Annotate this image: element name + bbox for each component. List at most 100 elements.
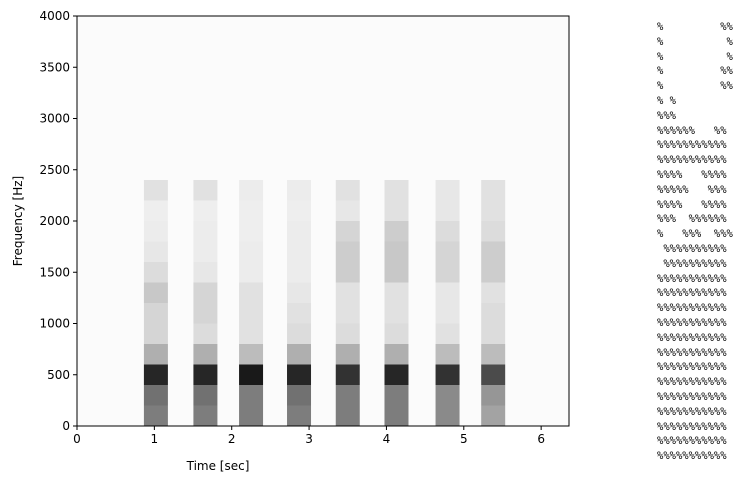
heat-cell bbox=[435, 221, 460, 242]
heat-cell bbox=[143, 323, 168, 344]
x-tick-label: 1 bbox=[151, 432, 159, 446]
heat-cell bbox=[287, 221, 312, 242]
heat-cell bbox=[481, 344, 506, 365]
heat-cell bbox=[481, 282, 506, 303]
heat-cell bbox=[481, 180, 506, 201]
x-tick-label: 0 bbox=[73, 432, 81, 446]
heat-cell bbox=[239, 323, 264, 344]
y-tick-label: 2000 bbox=[39, 214, 70, 228]
heat-cell bbox=[143, 303, 168, 324]
heat-cell bbox=[384, 221, 409, 242]
y-tick-label: 2500 bbox=[39, 163, 70, 177]
heat-cell bbox=[143, 282, 168, 303]
ascii-line: %%%% %%%% bbox=[657, 198, 727, 211]
heat-cell bbox=[481, 200, 506, 221]
x-tick-label: 6 bbox=[537, 432, 545, 446]
heat-cell bbox=[481, 323, 506, 344]
y-tick-label: 3000 bbox=[39, 112, 70, 126]
heat-cell bbox=[287, 405, 312, 426]
heat-cell bbox=[239, 180, 264, 201]
ascii-line: %%%%%%%%%%% bbox=[657, 346, 727, 359]
y-tick-label: 3500 bbox=[39, 60, 70, 74]
heat-cell bbox=[193, 364, 218, 385]
heat-cell bbox=[287, 323, 312, 344]
heat-cell bbox=[193, 405, 218, 426]
heat-cell bbox=[384, 303, 409, 324]
x-tick-label: 2 bbox=[228, 432, 236, 446]
heat-cell bbox=[335, 385, 360, 406]
heat-cell bbox=[481, 364, 506, 385]
y-tick-label: 1500 bbox=[39, 265, 70, 279]
heat-cell bbox=[335, 344, 360, 365]
heat-cell bbox=[384, 262, 409, 283]
x-tick-label: 4 bbox=[383, 432, 391, 446]
heat-cell bbox=[335, 303, 360, 324]
ascii-line: %%% %%%%%% bbox=[657, 213, 727, 226]
heat-cell bbox=[435, 282, 460, 303]
ascii-art: % %%% %% %% %%% %%% %%%%%%%%%% %%%%%%%%%… bbox=[657, 20, 756, 481]
heat-cell bbox=[143, 241, 168, 262]
heat-cell bbox=[384, 344, 409, 365]
heat-cell bbox=[193, 282, 218, 303]
heat-cell bbox=[287, 303, 312, 324]
ascii-line: % % bbox=[657, 35, 733, 48]
x-axis-label: Time [sec] bbox=[186, 459, 250, 473]
heat-cell bbox=[384, 180, 409, 201]
ascii-line: % % bbox=[657, 94, 676, 107]
ascii-line: % %% bbox=[657, 80, 733, 93]
heat-cell bbox=[143, 405, 168, 426]
heat-cell bbox=[239, 303, 264, 324]
heat-cell bbox=[335, 241, 360, 262]
ascii-line: %%%%%%%%%%% bbox=[657, 154, 727, 167]
heat-cell bbox=[335, 364, 360, 385]
heat-cell bbox=[435, 405, 460, 426]
ascii-line: %%%%%%%%%%% bbox=[657, 376, 727, 389]
heat-cell bbox=[239, 405, 264, 426]
heat-cell bbox=[193, 200, 218, 221]
ascii-line: % %% bbox=[657, 21, 733, 33]
ascii-line: %%%%%%%%%%% bbox=[657, 361, 727, 374]
heat-cell bbox=[384, 200, 409, 221]
heat-cell bbox=[193, 221, 218, 242]
heat-cell bbox=[239, 364, 264, 385]
heat-cell bbox=[435, 200, 460, 221]
heat-cell bbox=[143, 262, 168, 283]
ascii-line: %%%%% %%% bbox=[657, 183, 727, 196]
heat-cell bbox=[481, 262, 506, 283]
heat-cell bbox=[239, 385, 264, 406]
plot-area bbox=[77, 16, 569, 426]
heat-cell bbox=[335, 262, 360, 283]
y-tick-label: 0 bbox=[62, 419, 70, 433]
heat-cell bbox=[435, 241, 460, 262]
chart: Time [sec] Frequency [Hz] 05001000150020… bbox=[11, 9, 570, 473]
heat-cell bbox=[143, 221, 168, 242]
heat-cell bbox=[335, 200, 360, 221]
heat-cell bbox=[435, 364, 460, 385]
heat-cell bbox=[481, 221, 506, 242]
ascii-line: %%% bbox=[657, 109, 676, 122]
ascii-line: %%%%%%%%%% bbox=[657, 257, 727, 270]
heat-cell bbox=[287, 282, 312, 303]
heat-cell bbox=[193, 241, 218, 262]
heat-cell bbox=[335, 282, 360, 303]
heat-cell bbox=[143, 200, 168, 221]
heat-cell bbox=[335, 221, 360, 242]
ascii-line: %%%%%%%%%%% bbox=[657, 420, 727, 433]
heat-cell bbox=[335, 180, 360, 201]
heat-cell bbox=[193, 262, 218, 283]
ascii-line: %%%%%%%%%% bbox=[657, 242, 727, 255]
ascii-line: %%%%%%%%%%% bbox=[657, 287, 727, 300]
heat-cell bbox=[435, 303, 460, 324]
heat-cell bbox=[239, 282, 264, 303]
heat-cell bbox=[143, 385, 168, 406]
ascii-line: % %%% %%% bbox=[657, 228, 733, 241]
ascii-line: %%%%%%%%%%% bbox=[657, 316, 727, 329]
ascii-line: %%%% %%%% bbox=[657, 168, 727, 181]
heat-cell bbox=[193, 344, 218, 365]
ascii-line: %%%%%%%%%%% bbox=[657, 272, 727, 285]
heat-cell bbox=[435, 180, 460, 201]
ascii-line: %%%%%%%%%%% bbox=[657, 302, 727, 315]
heat-cell bbox=[143, 364, 168, 385]
y-tick-label: 1000 bbox=[39, 317, 70, 331]
heat-cell bbox=[239, 200, 264, 221]
